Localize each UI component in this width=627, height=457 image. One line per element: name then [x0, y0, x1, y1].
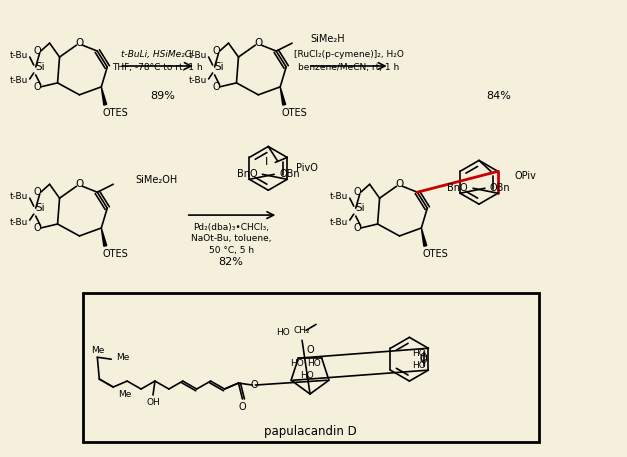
Text: BnO: BnO [237, 170, 258, 179]
Text: O: O [306, 345, 314, 355]
Text: O: O [75, 179, 83, 189]
Text: NaOt-Bu, toluene,: NaOt-Bu, toluene, [191, 234, 271, 244]
Text: O: O [34, 187, 41, 197]
Polygon shape [280, 87, 286, 105]
Text: HO: HO [307, 360, 321, 368]
Bar [83, 292, 539, 442]
Text: SiMe₂OH: SiMe₂OH [135, 175, 177, 185]
Text: 82%: 82% [218, 257, 243, 267]
Text: OTES: OTES [102, 108, 128, 118]
Text: t-Bu: t-Bu [9, 191, 28, 201]
Text: O: O [34, 223, 41, 233]
Text: OBn: OBn [490, 183, 510, 193]
Text: O: O [213, 46, 221, 56]
Text: I: I [265, 157, 268, 167]
Text: HO: HO [413, 349, 426, 358]
Text: OTES: OTES [102, 249, 128, 259]
Text: Me: Me [91, 346, 104, 355]
Text: Me: Me [117, 353, 130, 361]
Text: HO: HO [300, 371, 314, 380]
Polygon shape [421, 228, 427, 246]
Text: OH: OH [146, 399, 160, 408]
Text: Si: Si [36, 203, 45, 213]
Text: t-Bu: t-Bu [188, 76, 207, 85]
Text: O: O [419, 353, 427, 363]
Text: HO: HO [277, 328, 290, 337]
Text: Pd₂(dba)₃•CHCl₃,: Pd₂(dba)₃•CHCl₃, [194, 223, 270, 232]
Text: HO: HO [413, 361, 426, 370]
Text: t-Bu: t-Bu [329, 218, 348, 227]
Text: O: O [34, 82, 41, 92]
Text: O: O [34, 46, 41, 56]
Text: t-Bu: t-Bu [9, 51, 28, 59]
Text: t-Bu: t-Bu [9, 76, 28, 85]
Text: O: O [254, 38, 263, 48]
Text: [RuCl₂(p-cymene)]₂, H₂O: [RuCl₂(p-cymene)]₂, H₂O [294, 49, 404, 58]
Text: THF, -78°C to rt, 1 h: THF, -78°C to rt, 1 h [112, 64, 203, 73]
Text: t-Bu: t-Bu [9, 218, 28, 227]
Text: benzene/MeCN, rt, 1 h: benzene/MeCN, rt, 1 h [298, 64, 399, 73]
Text: t-BuLi, HSiMe₂Cl: t-BuLi, HSiMe₂Cl [121, 49, 193, 58]
Text: OBn: OBn [279, 170, 300, 179]
Text: OTES: OTES [282, 108, 307, 118]
Text: PivO: PivO [296, 163, 318, 173]
Polygon shape [102, 228, 107, 246]
Text: CH₂: CH₂ [294, 326, 310, 335]
Text: Si: Si [36, 62, 45, 72]
Text: Si: Si [356, 203, 366, 213]
Text: t-Bu: t-Bu [329, 191, 348, 201]
Text: BnO: BnO [448, 183, 468, 193]
Text: Si: Si [214, 62, 224, 72]
Text: t-Bu: t-Bu [188, 51, 207, 59]
Text: O: O [75, 38, 83, 48]
Text: 89%: 89% [150, 91, 176, 101]
Text: O: O [239, 402, 246, 412]
Text: O: O [213, 82, 221, 92]
Text: O: O [396, 179, 404, 189]
Text: HO: HO [290, 360, 304, 368]
Text: O: O [251, 380, 258, 390]
Text: OTES: OTES [423, 249, 448, 259]
Text: SiMe₂H: SiMe₂H [310, 34, 345, 44]
Text: Me: Me [119, 390, 132, 399]
Text: O: O [354, 187, 362, 197]
Text: papulacandin D: papulacandin D [263, 425, 356, 438]
Text: 50 °C, 5 h: 50 °C, 5 h [209, 246, 254, 255]
Text: O: O [354, 223, 362, 233]
Polygon shape [102, 87, 107, 105]
Text: OPiv: OPiv [515, 171, 537, 181]
Text: 84%: 84% [487, 91, 511, 101]
Text: O: O [419, 355, 427, 365]
